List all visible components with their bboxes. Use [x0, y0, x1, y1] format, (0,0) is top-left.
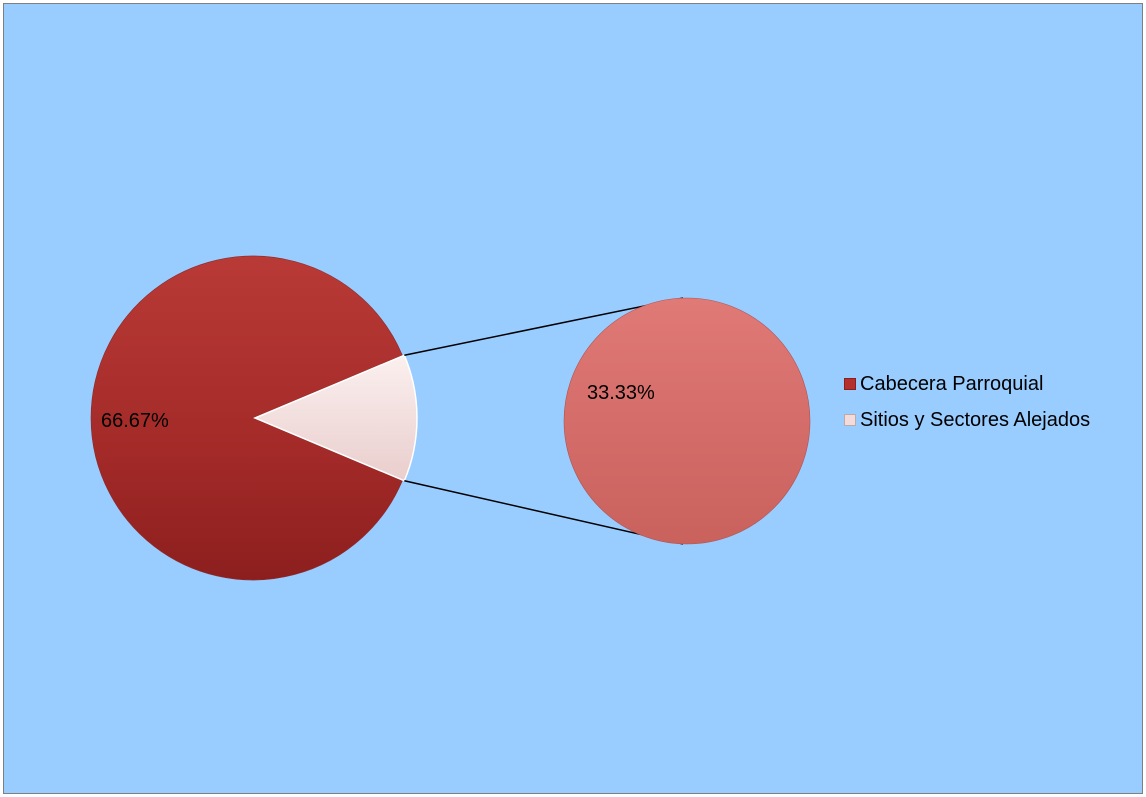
data-label-cabecera: 66.67%: [101, 410, 169, 432]
legend-label-sitios: Sitios y Sectores Alejados: [860, 408, 1091, 431]
data-label-sitios: 33.33%: [587, 382, 655, 404]
connector-line-top: [404, 297, 684, 356]
slice-cabecera-parroquial: [90, 255, 403, 581]
slice-sitios-sectores-alejados: [253, 354, 418, 482]
chart-area: 66.67% 33.33% Cabecera Parroquial Sitios …: [3, 3, 1143, 794]
legend-item-cabecera: Cabecera Parroquial: [844, 370, 1090, 398]
legend-item-sitios: Sitios y Sectores Alejados: [844, 406, 1090, 434]
pie-of-pie-chart: 66.67% 33.33%: [4, 4, 1142, 793]
legend-label-cabecera: Cabecera Parroquial: [860, 372, 1044, 395]
legend-swatch-sitios: [844, 414, 856, 426]
legend: Cabecera Parroquial Sitios y Sectores Al…: [844, 370, 1090, 442]
secondary-slice-sitios: [563, 297, 811, 545]
legend-swatch-cabecera: [844, 378, 856, 390]
